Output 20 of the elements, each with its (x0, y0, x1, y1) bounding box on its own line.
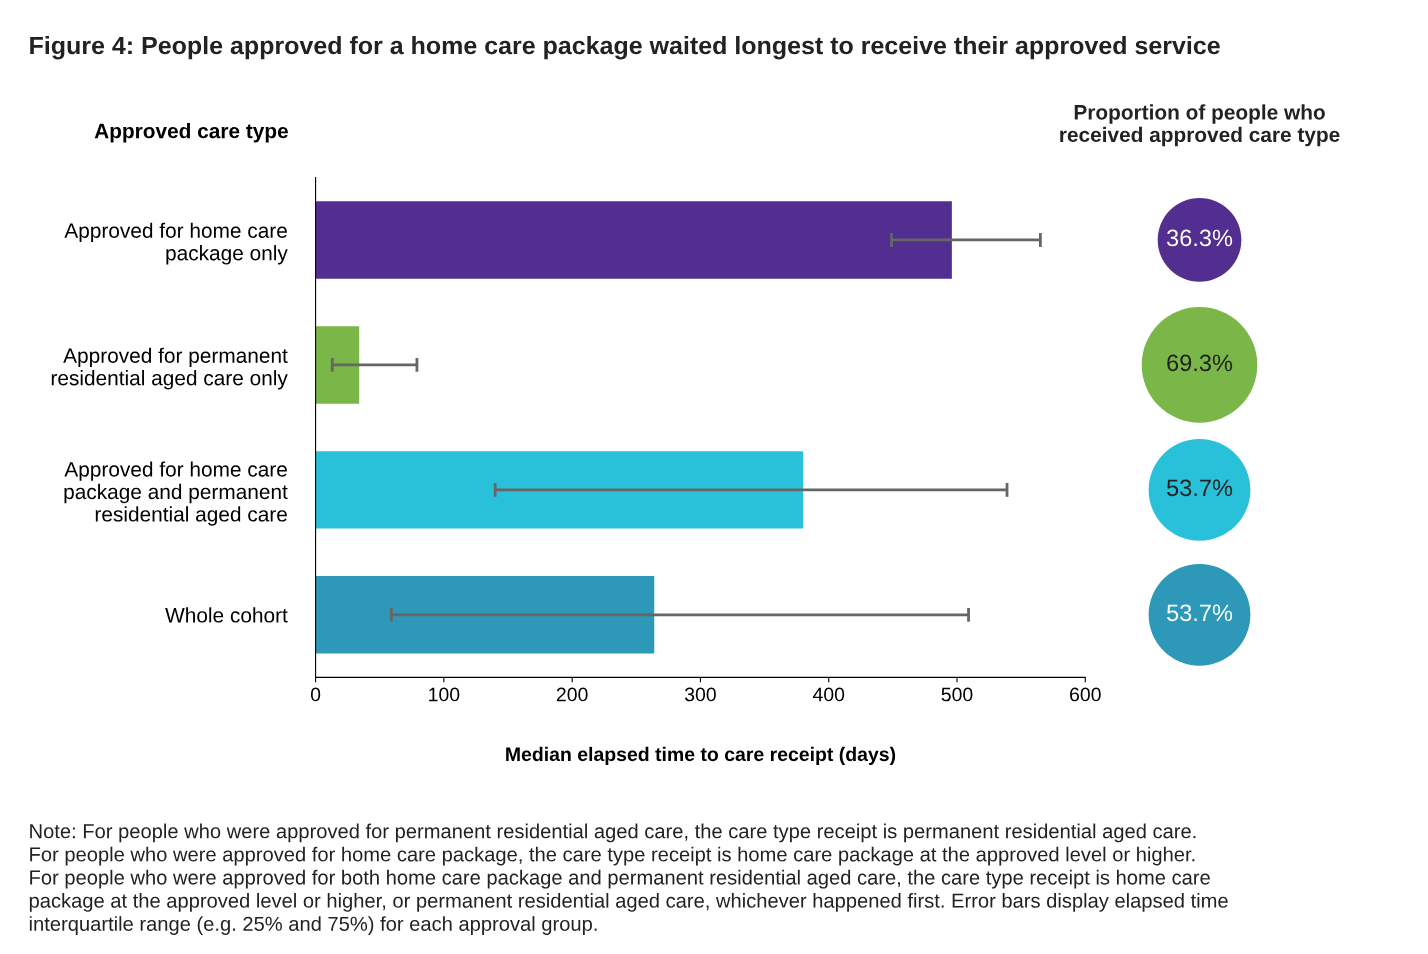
x-tick-label: 500 (941, 687, 973, 702)
y-tick-label: Approved for permanent residential aged care only (51, 347, 288, 390)
data-label: 36.3% (1166, 229, 1233, 247)
y-tick-label: Approved for home care package only (64, 222, 288, 265)
y-tick-label: Approved for home care package and permanent residential aged care (64, 461, 288, 526)
x-tick-label: 300 (684, 687, 716, 702)
data-label: 53.7% (1166, 604, 1233, 622)
x-tick-label: 0 (310, 687, 321, 702)
y-axis-title: Approved care type (94, 123, 288, 143)
x-tick-label: 400 (812, 687, 845, 702)
x-tick-label: 200 (556, 687, 588, 702)
data-label: 69.3% (1167, 354, 1233, 372)
x-tick-label: 100 (429, 687, 460, 702)
x-tick-label: 600 (1070, 687, 1101, 702)
chart-title: Figure 4: People approved for a home care package waited longest to receive their approved service (30, 35, 1220, 60)
data-label: 53.7% (1166, 479, 1233, 497)
y-tick-label: Whole cohort (165, 607, 288, 623)
text: Proportion of people who received approved care type (1060, 104, 1340, 147)
x-axis-title: Median elapsed time to care receipt (days) (506, 746, 896, 765)
text: Note: For people who were approved for permanent residential aged care, the care type receipt is permanent residential aged care. For people who were approved for home care package, the care type receipt is home care package at the approved level or higher. For people who were approved for both home care package and permanent residential aged care, the care type receipt is home care package at the approved level or higher, or permanent residential aged care, whichever happened first. Error bars display elapsed time interquartile range (e.g. 25% and 75%) for each approval group. (29, 823, 1228, 935)
